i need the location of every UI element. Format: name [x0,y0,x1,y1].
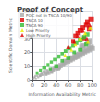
svg-text:30: 30 [23,35,31,42]
svg-text:80: 80 [77,82,83,88]
svg-text:TSCA 90: TSCA 90 [26,22,43,28]
svg-text:0: 0 [27,77,31,84]
svg-text:Scientific Domain Metric: Scientific Domain Metric [8,18,13,73]
svg-text:60: 60 [65,82,71,88]
svg-text:40: 40 [53,82,59,88]
svg-text:Proof of Concept: Proof of Concept [17,6,84,14]
svg-text:Low Priority: Low Priority [26,27,50,33]
svg-text:10: 10 [24,63,30,69]
svg-text:20: 20 [24,49,30,55]
svg-text:TSCA 10: TSCA 10 [26,17,43,23]
svg-text:100: 100 [87,82,97,88]
svg-text:Information Availability Metri: Information Availability Metric [29,92,97,97]
svg-text:0: 0 [31,82,34,88]
svg-text:20: 20 [41,82,47,88]
svg-text:High Priority: High Priority [26,33,51,38]
